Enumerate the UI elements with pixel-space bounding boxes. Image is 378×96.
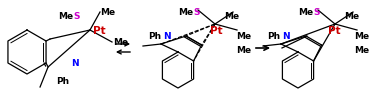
Text: Me: Me [298,8,313,17]
Text: S: S [73,12,79,21]
Text: Me: Me [236,46,251,55]
Text: S: S [193,8,200,17]
Text: Pt: Pt [328,26,341,36]
Text: Me: Me [224,12,239,21]
Text: N: N [163,32,170,41]
Text: S: S [313,8,319,17]
Text: Me: Me [178,8,193,17]
Text: Me: Me [58,12,73,21]
Text: Ph: Ph [267,32,280,41]
Text: Me: Me [236,32,251,41]
Text: Me: Me [354,46,369,55]
Text: Pt: Pt [210,26,223,36]
Text: Ph: Ph [148,32,161,41]
Text: Me: Me [113,38,128,47]
Text: Me: Me [344,12,359,21]
Text: Ph: Ph [56,77,69,86]
Text: Me: Me [100,8,115,17]
Text: N: N [282,32,290,41]
Text: N: N [71,59,79,68]
Text: Me: Me [354,32,369,41]
Text: Pt: Pt [93,26,105,36]
